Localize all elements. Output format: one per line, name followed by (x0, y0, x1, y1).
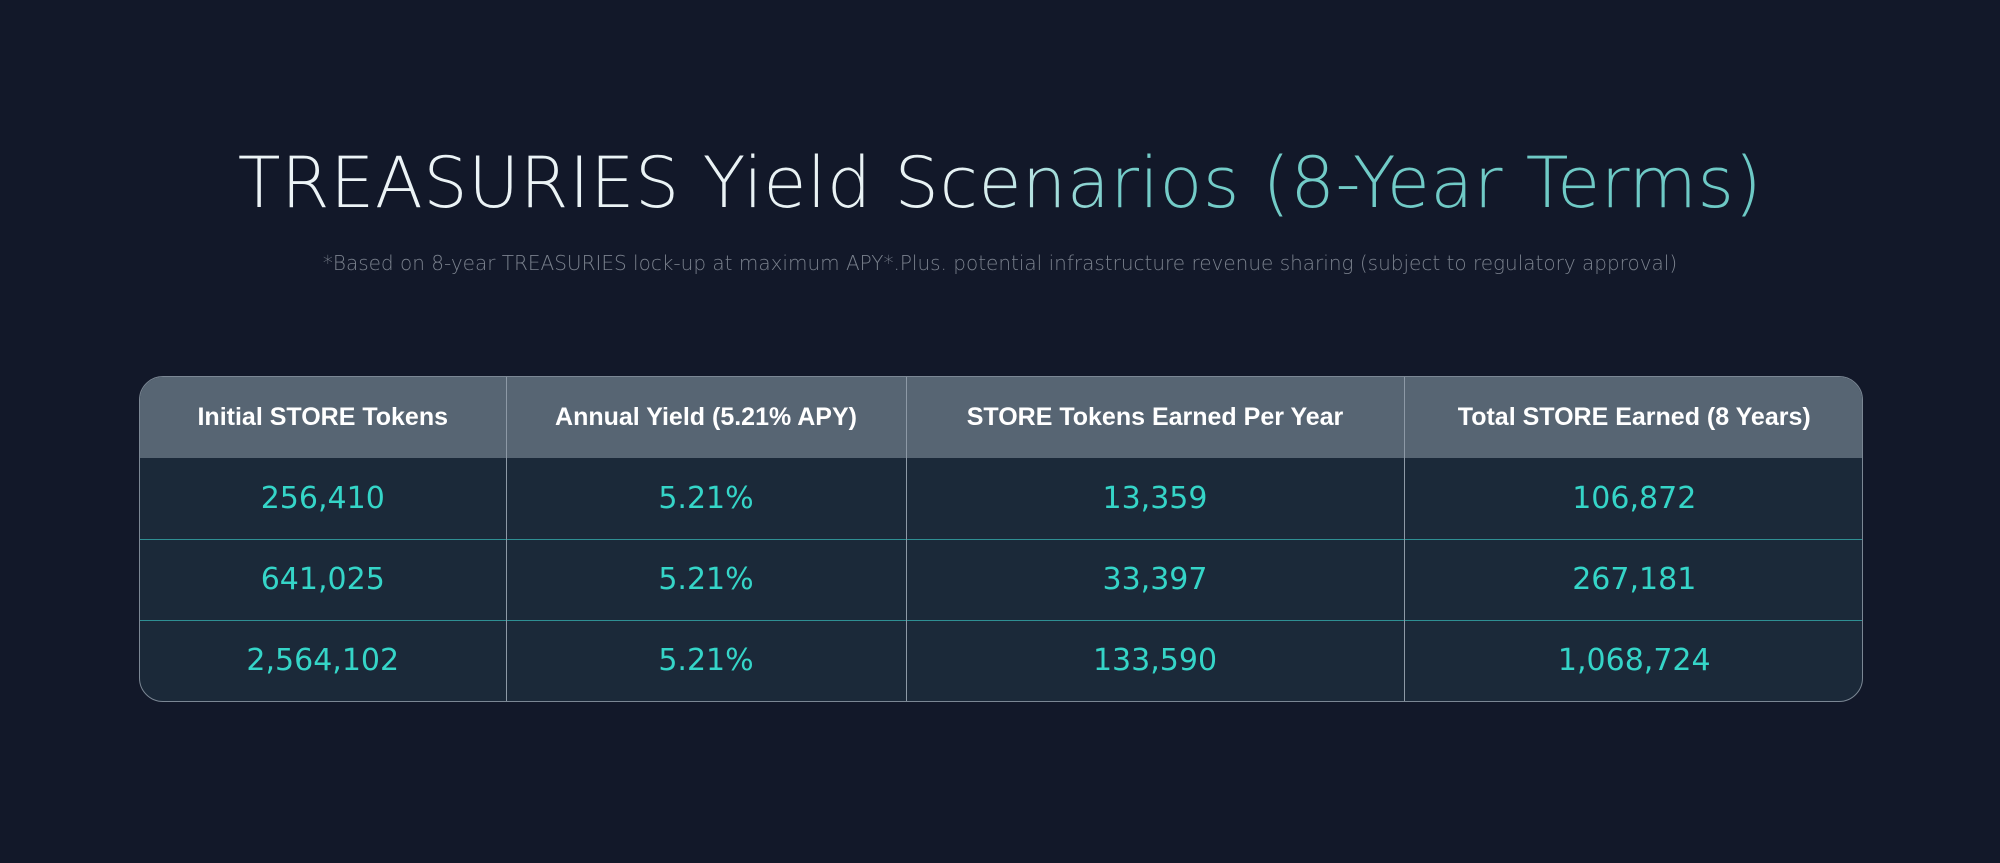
table-cell: 5.21% (506, 458, 907, 539)
table-cell: 106,872 (1572, 480, 1697, 516)
yield-table: Initial STORE Tokens Annual Yield (5.21%… (140, 377, 1862, 701)
yield-table-container: Initial STORE Tokens Annual Yield (5.21%… (139, 376, 1863, 702)
table-cell: 5.21% (506, 538, 907, 620)
table-cell: 641,025 (140, 538, 507, 620)
table-row: 256,410 5.21% 13,359 106,872 (140, 458, 1862, 539)
column-header: Initial STORE Tokens (140, 377, 507, 458)
table-row: 2,564,102 5.21% 133,590 1,068,724 (140, 619, 1862, 701)
table-cell: 1,068,724 (1404, 619, 1862, 701)
table-cell: 33,397 (906, 538, 1405, 620)
column-header: Total STORE Earned (8 Years) (1457, 403, 1811, 431)
column-header: Annual Yield (5.21% APY) (506, 377, 907, 458)
page-subtitle: *Based on 8-year TREASURIES lock-up at m… (322, 251, 1678, 275)
table-cell: 133,590 (906, 619, 1405, 701)
table-header-row: Initial STORE Tokens Annual Yield (5.21%… (140, 377, 1862, 458)
table-cell: 2,564,102 (140, 619, 507, 701)
table-cell: 13,359 (906, 458, 1405, 539)
table-cell: 5.21% (506, 619, 907, 701)
page-title: TREASURIES Yield Scenarios (8-Year Terms… (0, 135, 2000, 231)
table-cell: 256,410 (140, 458, 507, 539)
column-header: STORE Tokens Earned Per Year (906, 377, 1405, 458)
table-cell: 267,181 (1404, 538, 1862, 620)
table-row: 641,025 5.21% 33,397 267,181 (140, 538, 1862, 620)
